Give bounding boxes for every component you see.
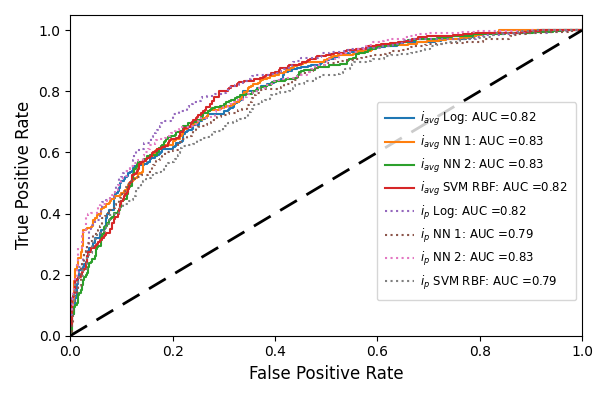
$i_{p}$ NN 1: AUC =0.79: (0.24, 0.67): AUC =0.79: (0.24, 0.67) <box>190 129 197 133</box>
$i_{avg}$ NN 2: AUC =0.83: (1, 1): AUC =0.83: (1, 1) <box>578 28 586 33</box>
$i_{p}$ Log: AUC =0.82: (0.0775, 0.45): AUC =0.82: (0.0775, 0.45) <box>106 196 114 201</box>
$i_{p}$ SVM RBF: AUC =0.79: (0, 0): AUC =0.79: (0, 0) <box>67 334 74 338</box>
$i_{p}$ NN 1: AUC =0.79: (0.988, 1): AUC =0.79: (0.988, 1) <box>572 28 579 33</box>
$i_{avg}$ Log: AUC =0.82: (1, 1): AUC =0.82: (1, 1) <box>578 28 586 33</box>
$i_{p}$ NN 2: AUC =0.83: (0.902, 1): AUC =0.83: (0.902, 1) <box>528 28 536 33</box>
$i_{avg}$ NN 1: AUC =0.83: (0.983, 1): AUC =0.83: (0.983, 1) <box>570 28 577 33</box>
$i_{p}$ NN 1: AUC =0.79: (0.095, 0.432): AUC =0.79: (0.095, 0.432) <box>116 201 123 206</box>
$i_{avg}$ NN 1: AUC =0.83: (0.407, 0.858): AUC =0.83: (0.407, 0.858) <box>275 71 283 76</box>
$i_{p}$ SVM RBF: AUC =0.79: (0.263, 0.647): AUC =0.79: (0.263, 0.647) <box>201 136 209 140</box>
$i_{avg}$ Log: AUC =0.82: (0.92, 1): AUC =0.82: (0.92, 1) <box>537 28 545 33</box>
$i_{avg}$ NN 1: AUC =0.83: (0, 0): AUC =0.83: (0, 0) <box>67 334 74 338</box>
$i_{avg}$ SVM RBF: AUC =0.82: (0.917, 1): AUC =0.82: (0.917, 1) <box>536 28 544 33</box>
$i_{p}$ SVM RBF: AUC =0.79: (0.102, 0.425): AUC =0.79: (0.102, 0.425) <box>119 203 126 208</box>
$i_{avg}$ NN 2: AUC =0.83: (0, 0): AUC =0.83: (0, 0) <box>67 334 74 338</box>
$i_{avg}$ NN 2: AUC =0.83: (0.0425, 0.25): AUC =0.83: (0.0425, 0.25) <box>88 257 95 262</box>
$i_{avg}$ NN 1: AUC =0.83: (0.838, 1): AUC =0.83: (0.838, 1) <box>495 28 502 33</box>
Line: $i_{p}$ SVM RBF: AUC =0.79: $i_{p}$ SVM RBF: AUC =0.79 <box>71 30 582 336</box>
Line: $i_{p}$ NN 2: AUC =0.83: $i_{p}$ NN 2: AUC =0.83 <box>71 30 582 336</box>
$i_{avg}$ NN 2: AUC =0.83: (0.0375, 0.233): AUC =0.83: (0.0375, 0.233) <box>86 262 93 267</box>
$i_{avg}$ Log: AUC =0.82: (0.03, 0.24): AUC =0.82: (0.03, 0.24) <box>82 260 89 265</box>
$i_{p}$ NN 2: AUC =0.83: (0.015, 0.255): AUC =0.83: (0.015, 0.255) <box>74 256 81 260</box>
$i_{p}$ NN 2: AUC =0.83: (0.422, 0.843): AUC =0.83: (0.422, 0.843) <box>283 76 290 81</box>
X-axis label: False Positive Rate: False Positive Rate <box>249 365 404 383</box>
$i_{p}$ NN 1: AUC =0.79: (0, 0): AUC =0.79: (0, 0) <box>67 334 74 338</box>
$i_{avg}$ SVM RBF: AUC =0.82: (0.0325, 0.26): AUC =0.82: (0.0325, 0.26) <box>83 254 91 259</box>
$i_{p}$ NN 1: AUC =0.79: (0.983, 0.998): AUC =0.79: (0.983, 0.998) <box>570 29 577 33</box>
$i_{avg}$ SVM RBF: AUC =0.82: (0.403, 0.863): AUC =0.82: (0.403, 0.863) <box>272 70 280 75</box>
$i_{p}$ NN 2: AUC =0.83: (0.983, 1): AUC =0.83: (0.983, 1) <box>570 28 577 33</box>
Line: $i_{avg}$ Log: AUC =0.82: $i_{avg}$ Log: AUC =0.82 <box>71 30 582 336</box>
Line: $i_{avg}$ NN 1: AUC =0.83: $i_{avg}$ NN 1: AUC =0.83 <box>71 30 582 336</box>
Y-axis label: True Positive Rate: True Positive Rate <box>15 101 33 250</box>
$i_{p}$ SVM RBF: AUC =0.79: (0.983, 1): AUC =0.79: (0.983, 1) <box>570 28 577 33</box>
$i_{avg}$ NN 1: AUC =0.83: (0.02, 0.273): AUC =0.83: (0.02, 0.273) <box>77 250 84 255</box>
$i_{p}$ Log: AUC =0.82: (0.97, 1): AUC =0.82: (0.97, 1) <box>563 28 570 33</box>
$i_{avg}$ NN 1: AUC =0.83: (0.228, 0.682): AUC =0.83: (0.228, 0.682) <box>183 125 190 130</box>
$i_{avg}$ NN 1: AUC =0.83: (0.08, 0.448): AUC =0.83: (0.08, 0.448) <box>108 197 115 201</box>
$i_{p}$ NN 2: AUC =0.83: (0, 0): AUC =0.83: (0, 0) <box>67 334 74 338</box>
$i_{avg}$ Log: AUC =0.82: (0.235, 0.675): AUC =0.82: (0.235, 0.675) <box>187 127 194 132</box>
$i_{p}$ SVM RBF: AUC =0.79: (1, 1): AUC =0.79: (1, 1) <box>578 28 586 33</box>
Line: $i_{p}$ Log: AUC =0.82: $i_{p}$ Log: AUC =0.82 <box>71 30 582 336</box>
$i_{p}$ Log: AUC =0.82: (0.983, 1): AUC =0.82: (0.983, 1) <box>570 28 577 33</box>
$i_{avg}$ SVM RBF: AUC =0.82: (0.0975, 0.43): AUC =0.82: (0.0975, 0.43) <box>117 202 124 207</box>
$i_{p}$ NN 1: AUC =0.79: (1, 1): AUC =0.79: (1, 1) <box>578 28 586 33</box>
$i_{avg}$ NN 2: AUC =0.83: (0.425, 0.84): AUC =0.83: (0.425, 0.84) <box>284 77 291 82</box>
$i_{avg}$ SVM RBF: AUC =0.82: (0.983, 1): AUC =0.82: (0.983, 1) <box>570 28 577 33</box>
$i_{avg}$ Log: AUC =0.82: (0.983, 1): AUC =0.82: (0.983, 1) <box>570 28 577 33</box>
$i_{p}$ Log: AUC =0.82: (0.025, 0.245): AUC =0.82: (0.025, 0.245) <box>80 258 87 263</box>
$i_{p}$ NN 2: AUC =0.83: (1, 1): AUC =0.83: (1, 1) <box>578 28 586 33</box>
$i_{p}$ NN 1: AUC =0.79: (0.435, 0.83): AUC =0.79: (0.435, 0.83) <box>289 80 297 85</box>
$i_{p}$ Log: AUC =0.82: (0.2, 0.71): AUC =0.82: (0.2, 0.71) <box>169 117 176 121</box>
$i_{avg}$ SVM RBF: AUC =0.82: (0, 0): AUC =0.82: (0, 0) <box>67 334 74 338</box>
Line: $i_{avg}$ NN 2: AUC =0.83: $i_{avg}$ NN 2: AUC =0.83 <box>71 30 582 336</box>
$i_{p}$ NN 2: AUC =0.83: (0.015, 0.278): AUC =0.83: (0.015, 0.278) <box>74 249 81 254</box>
$i_{p}$ Log: AUC =0.82: (0, 0): AUC =0.82: (0, 0) <box>67 334 74 338</box>
$i_{p}$ NN 2: AUC =0.83: (0.228, 0.682): AUC =0.83: (0.228, 0.682) <box>183 125 190 130</box>
$i_{avg}$ NN 1: AUC =0.83: (1, 1): AUC =0.83: (1, 1) <box>578 28 586 33</box>
$i_{p}$ NN 2: AUC =0.83: (0.0775, 0.45): AUC =0.83: (0.0775, 0.45) <box>106 196 114 201</box>
$i_{avg}$ NN 2: AUC =0.83: (0.963, 1): AUC =0.83: (0.963, 1) <box>559 28 567 33</box>
$i_{avg}$ NN 2: AUC =0.83: (0.1, 0.427): AUC =0.83: (0.1, 0.427) <box>118 203 125 207</box>
$i_{avg}$ Log: AUC =0.82: (0.415, 0.85): AUC =0.82: (0.415, 0.85) <box>279 74 286 78</box>
$i_{avg}$ NN 1: AUC =0.83: (0.015, 0.255): AUC =0.83: (0.015, 0.255) <box>74 256 81 260</box>
$i_{avg}$ SVM RBF: AUC =0.82: (0.0325, 0.237): AUC =0.82: (0.0325, 0.237) <box>83 261 91 265</box>
$i_{p}$ SVM RBF: AUC =0.79: (0.0325, 0.26): AUC =0.79: (0.0325, 0.26) <box>83 254 91 259</box>
Legend: $i_{avg}$ Log: AUC =0.82, $i_{avg}$ NN 1: AUC =0.83, $i_{avg}$ NN 2: AUC =0.83, : $i_{avg}$ Log: AUC =0.82, $i_{avg}$ NN 1… <box>376 102 576 300</box>
$i_{p}$ NN 1: AUC =0.79: (0.0275, 0.242): AUC =0.79: (0.0275, 0.242) <box>81 259 88 264</box>
Line: $i_{avg}$ SVM RBF: AUC =0.82: $i_{avg}$ SVM RBF: AUC =0.82 <box>71 30 582 336</box>
$i_{p}$ NN 1: AUC =0.79: (0.0275, 0.265): AUC =0.79: (0.0275, 0.265) <box>81 252 88 257</box>
$i_{avg}$ NN 2: AUC =0.83: (0.225, 0.685): AUC =0.83: (0.225, 0.685) <box>182 124 189 129</box>
Line: $i_{p}$ NN 1: AUC =0.79: $i_{p}$ NN 1: AUC =0.79 <box>71 30 582 336</box>
$i_{avg}$ SVM RBF: AUC =0.82: (1, 1): AUC =0.82: (1, 1) <box>578 28 586 33</box>
$i_{avg}$ NN 2: AUC =0.83: (0.983, 1): AUC =0.83: (0.983, 1) <box>570 28 577 33</box>
$i_{avg}$ Log: AUC =0.82: (0.035, 0.258): AUC =0.82: (0.035, 0.258) <box>85 255 92 259</box>
$i_{p}$ Log: AUC =0.82: (0.0275, 0.265): AUC =0.82: (0.0275, 0.265) <box>81 252 88 257</box>
$i_{avg}$ Log: AUC =0.82: (0, 0): AUC =0.82: (0, 0) <box>67 334 74 338</box>
$i_{p}$ SVM RBF: AUC =0.79: (0.443, 0.823): AUC =0.79: (0.443, 0.823) <box>293 82 300 87</box>
$i_{p}$ Log: AUC =0.82: (0.405, 0.86): AUC =0.82: (0.405, 0.86) <box>274 71 281 76</box>
$i_{p}$ Log: AUC =0.82: (1, 1): AUC =0.82: (1, 1) <box>578 28 586 33</box>
$i_{p}$ SVM RBF: AUC =0.79: (0.907, 1): AUC =0.79: (0.907, 1) <box>531 28 538 33</box>
$i_{avg}$ SVM RBF: AUC =0.82: (0.23, 0.68): AUC =0.82: (0.23, 0.68) <box>184 126 192 131</box>
$i_{avg}$ Log: AUC =0.82: (0.085, 0.443): AUC =0.82: (0.085, 0.443) <box>110 198 117 203</box>
$i_{p}$ SVM RBF: AUC =0.79: (0.0325, 0.237): AUC =0.79: (0.0325, 0.237) <box>83 261 91 265</box>
